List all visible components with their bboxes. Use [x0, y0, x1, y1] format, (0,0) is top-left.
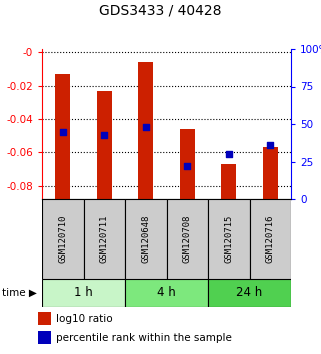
Text: GSM120648: GSM120648 [141, 215, 150, 263]
Bar [249, 199, 291, 279]
Text: log10 ratio: log10 ratio [56, 314, 113, 324]
Text: GSM120708: GSM120708 [183, 215, 192, 263]
Bar [125, 199, 167, 279]
Bar [208, 279, 291, 307]
Bar [263, 147, 278, 199]
Point [143, 124, 148, 130]
Bar [38, 331, 51, 344]
Point [185, 163, 190, 169]
Bar [42, 199, 83, 279]
Point [102, 132, 107, 137]
Text: 24 h: 24 h [236, 286, 263, 299]
Bar [38, 312, 51, 325]
Text: 1 h: 1 h [74, 286, 93, 299]
Text: GDS3433 / 40428: GDS3433 / 40428 [99, 4, 222, 18]
Bar [125, 279, 208, 307]
Bar [208, 199, 249, 279]
Bar [221, 164, 236, 199]
Point [268, 142, 273, 148]
Text: GSM120711: GSM120711 [100, 215, 109, 263]
Text: GSM120710: GSM120710 [58, 215, 67, 263]
Bar [167, 199, 208, 279]
Point [60, 129, 65, 134]
Bar [180, 129, 195, 199]
Text: GSM120716: GSM120716 [266, 215, 275, 263]
Point [226, 151, 231, 157]
Text: percentile rank within the sample: percentile rank within the sample [56, 333, 232, 343]
Text: 4 h: 4 h [157, 286, 176, 299]
Bar [42, 279, 125, 307]
Bar [97, 91, 111, 199]
Bar [56, 74, 70, 199]
Text: time ▶: time ▶ [2, 288, 37, 298]
Text: GSM120715: GSM120715 [224, 215, 233, 263]
Bar [138, 62, 153, 199]
Bar [83, 199, 125, 279]
